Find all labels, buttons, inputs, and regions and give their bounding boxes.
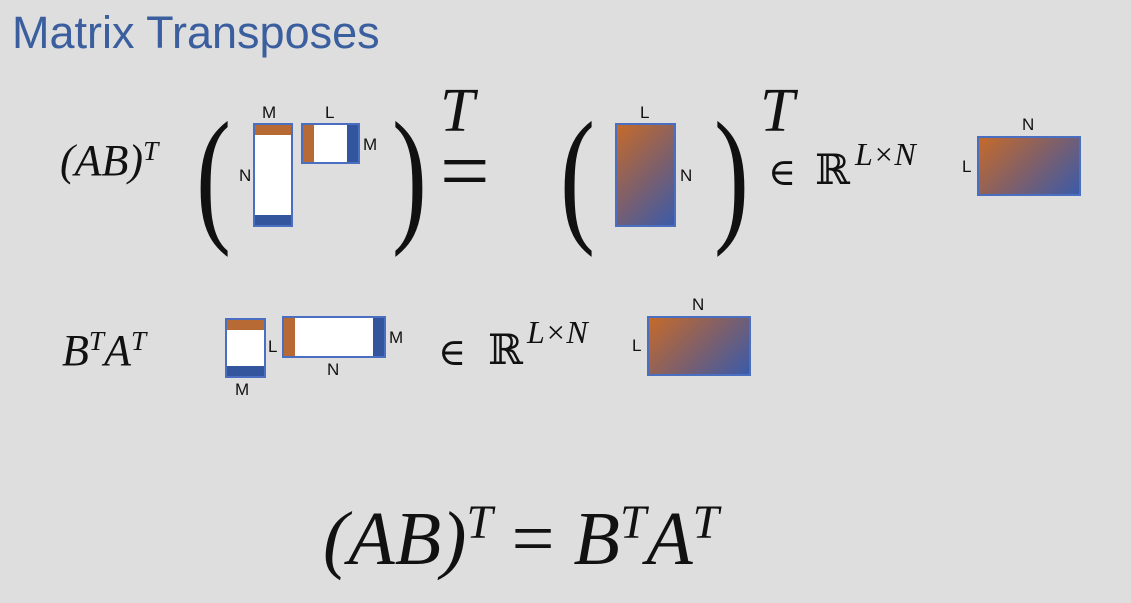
outer-transpose-sup-2: T [760, 77, 795, 145]
result-2-top-label: N [692, 295, 705, 314]
dims-1: L×N [855, 136, 916, 172]
bt-right-label: L [268, 337, 278, 356]
right-paren-2: ) [714, 92, 749, 258]
matrix-b-top-label: L [325, 103, 335, 122]
matrix-b-transpose [225, 318, 266, 378]
result-matrix-2 [647, 316, 751, 376]
page-title: Matrix Transposes [12, 7, 380, 58]
at-col-highlight-right [373, 318, 384, 356]
ab-transpose-expression: (AB)T [60, 136, 159, 185]
equals-sign-1: = [440, 123, 490, 220]
matrix-a-row-highlight-bottom [255, 215, 291, 225]
result-2-left-label: L [632, 336, 642, 355]
reals-2: ℝ [488, 328, 523, 374]
matrix-a-row-highlight [255, 125, 291, 135]
transpose-identity: (AB)T = BTAT [323, 497, 719, 576]
identity-b: B [573, 496, 620, 581]
element-of-2: ∈ [438, 332, 467, 374]
matrix-b-col-highlight [303, 125, 314, 162]
matrix-b-col-highlight-right [347, 125, 358, 162]
at-base: A [104, 326, 131, 375]
identity-lhs: (AB) [323, 496, 467, 581]
matrix-b [301, 123, 360, 164]
at-sup: T [130, 326, 147, 356]
bt-sup: T [88, 326, 105, 356]
bt-row-highlight-bottom [227, 366, 264, 376]
identity-b-sup: T [619, 497, 647, 549]
bt-base: B [62, 326, 89, 375]
result-1-left-label: L [962, 157, 972, 176]
identity-lhs-sup: T [466, 497, 493, 549]
outer-transpose-sup: T [440, 77, 475, 145]
identity-a: A [646, 496, 693, 581]
dims-2: L×N [527, 314, 588, 350]
result-1-top-label: N [1022, 115, 1035, 134]
at-right-label: M [389, 328, 404, 347]
result-matrix-1 [977, 136, 1081, 196]
product-top-label: L [640, 103, 650, 122]
identity-equals: = [511, 496, 555, 581]
element-of-1: ∈ [768, 152, 797, 194]
matrix-a [253, 123, 293, 227]
product-right-label: N [680, 166, 693, 185]
right-paren-1: ) [392, 92, 427, 258]
reals-1: ℝ [815, 148, 850, 194]
matrix-a-top-label: M [262, 103, 277, 122]
ab-base: (AB) [60, 136, 144, 185]
matrix-a-transpose [282, 316, 386, 358]
at-col-highlight [284, 318, 295, 356]
at-bottom-label: N [327, 360, 340, 379]
left-paren-1: ( [196, 92, 231, 258]
identity-a-sup: T [692, 497, 719, 549]
matrix-a-left-label: N [239, 166, 252, 185]
bt-at-expression: BTAT [62, 326, 147, 375]
product-matrix [615, 123, 676, 227]
left-paren-2: ( [560, 92, 595, 258]
bt-row-highlight [227, 320, 264, 330]
ab-sup: T [143, 136, 159, 166]
matrix-b-right-label: M [363, 135, 378, 154]
bt-bottom-label: M [235, 380, 250, 399]
